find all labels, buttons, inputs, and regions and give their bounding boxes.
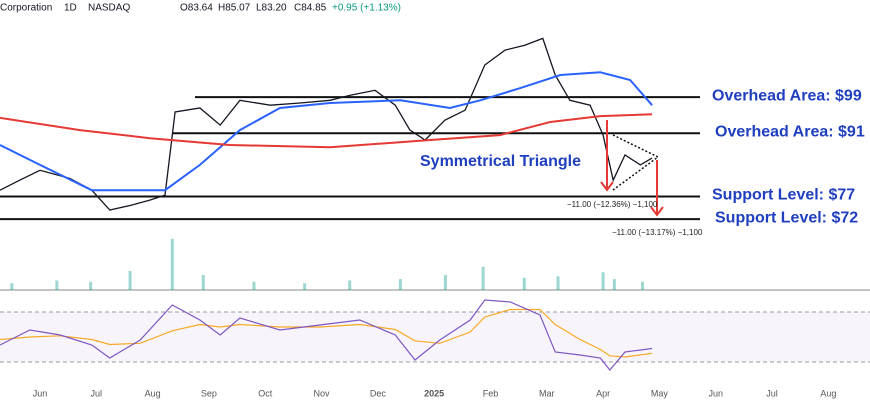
price-line: [0, 37, 653, 211]
x-tick-label: Oct: [258, 388, 273, 398]
change: +0.95 (+1.13%): [332, 3, 401, 14]
x-tick-label: Jul: [91, 388, 103, 398]
volume-bar: [252, 281, 256, 290]
volume-bar: [201, 275, 205, 290]
volume-bar: [443, 275, 447, 290]
open: O83.64: [180, 3, 213, 14]
x-tick-label: 2025: [424, 388, 444, 398]
pattern-label: Symmetrical Triangle: [420, 153, 581, 170]
exchange: NASDAQ: [88, 3, 130, 14]
arrow: [600, 120, 614, 192]
moving-average: [0, 113, 653, 149]
measure-box: [605, 226, 705, 240]
header: Corporation 1D NASDAQ O83.64 H85.07 L83.…: [0, 3, 401, 14]
arrow: [650, 160, 664, 217]
volume-bar: [303, 283, 307, 290]
level-label: Support Level: $72: [715, 209, 858, 226]
volume-bar: [170, 238, 174, 290]
volume-bar: [612, 279, 616, 290]
rsi-band: [0, 312, 870, 362]
x-tick-label: Sep: [201, 388, 217, 398]
x-tick-label: Dec: [370, 388, 387, 398]
level-label: Overhead Area: $99: [712, 87, 862, 104]
measure-label: −11.00 (−12.36%) −1,100: [567, 200, 658, 209]
volume-bar: [556, 276, 560, 290]
triangle-pattern: [612, 134, 660, 191]
x-tick-label: Feb: [483, 388, 499, 398]
x-tick-label: Aug: [820, 388, 836, 398]
interval: 1D: [64, 3, 77, 14]
volume-bar: [641, 281, 645, 290]
level-label: Support Level: $77: [712, 187, 855, 204]
volume-bar: [522, 277, 526, 290]
volume-bar: [601, 272, 605, 290]
x-tick-label: May: [651, 388, 669, 398]
x-tick-label: Jun: [708, 388, 723, 398]
x-tick-label: Aug: [145, 388, 161, 398]
volume-bar: [55, 280, 59, 290]
low: L83.20: [256, 3, 287, 14]
level-label: Overhead Area: $91: [715, 123, 865, 140]
high: H85.07: [218, 3, 251, 14]
x-tick-label: Jun: [33, 388, 48, 398]
x-tick-label: Apr: [596, 388, 610, 398]
symbol: Corporation: [0, 3, 52, 14]
volume-bar: [10, 283, 14, 290]
measure-box: [560, 198, 650, 212]
volume-bar: [128, 270, 132, 290]
measure-label: −11.00 (−13.17%) −1,100: [612, 228, 703, 237]
rsi-line: [0, 299, 653, 371]
x-tick-label: Jul: [766, 388, 778, 398]
volume-bar: [398, 279, 402, 290]
volume-bar: [89, 281, 93, 290]
x-tick-label: Nov: [314, 388, 331, 398]
moving-average: [0, 71, 653, 192]
x-tick-label: Mar: [539, 388, 555, 398]
volume-bar: [481, 266, 485, 290]
close: C84.85: [294, 3, 327, 14]
volume-bar: [348, 280, 352, 290]
